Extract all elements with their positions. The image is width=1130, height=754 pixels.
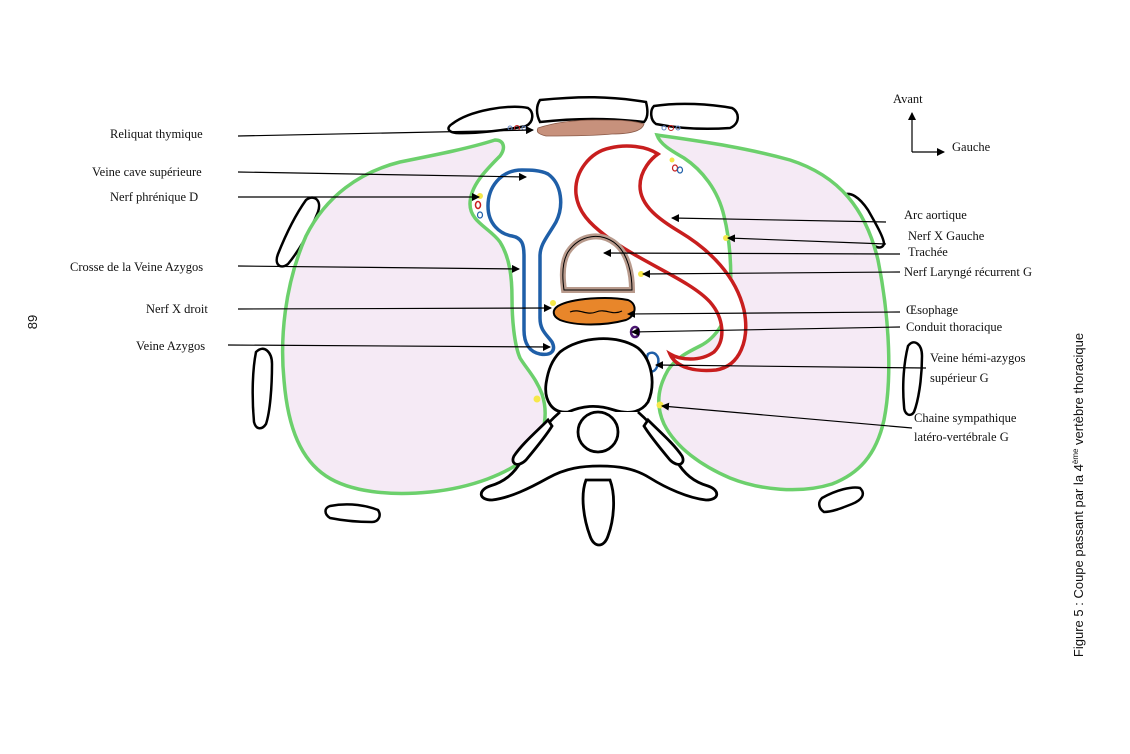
- figure-caption: Figure 5 : Coupe passant par la 4ème ver…: [1071, 333, 1086, 657]
- superior-vena-cava: [486, 168, 563, 357]
- esophagus: [552, 297, 636, 326]
- sternum: [535, 95, 649, 124]
- left-lung: [654, 132, 891, 492]
- vessel-icon: [661, 125, 667, 131]
- leader-lines-right: [603, 214, 927, 429]
- vessel-icon: [671, 164, 679, 172]
- label-conduit-thoracique: Conduit thoracique: [906, 320, 1003, 334]
- leader-hemi-azygos: [655, 361, 927, 370]
- spinous-process: [581, 478, 615, 547]
- leader-azygos-arch: [237, 264, 520, 273]
- vessel-icon: [476, 211, 484, 219]
- label-chaine-sympathique-line2: latéro-vertébrale G: [914, 430, 1009, 444]
- rib-right-upper: [275, 196, 321, 268]
- leader-vagus-right: [237, 304, 552, 313]
- labels-right: Arc aortique Nerf X Gauche Trachée Nerf …: [904, 208, 1032, 444]
- page-number: 89: [25, 315, 40, 329]
- leader-trachea: [603, 249, 901, 258]
- rib-right-lower: [324, 503, 381, 524]
- leader-thymus: [237, 126, 534, 137]
- leader-azygos: [227, 342, 551, 351]
- thymic-remnant: [536, 119, 645, 137]
- lungs: [280, 132, 891, 496]
- orientation-indicator: Avant Gauche: [893, 92, 991, 156]
- sympathetic-chain-right: [533, 395, 541, 403]
- label-arc-aortique: Arc aortique: [904, 208, 967, 222]
- label-nerf-x-droit: Nerf X droit: [146, 302, 208, 316]
- label-veine-azygos: Veine Azygos: [136, 339, 205, 353]
- caption-superscript: ème: [1071, 448, 1080, 464]
- caption-prefix: Figure 5 : Coupe passant par la 4: [1071, 464, 1086, 657]
- rib-anterior-left: [650, 102, 739, 131]
- vessel-icon: [474, 200, 482, 210]
- leader-thoracic-duct: [631, 326, 901, 336]
- label-trachee: Trachée: [908, 245, 948, 259]
- esophagus-lumen: [569, 310, 623, 314]
- vertebral-foramen: [576, 410, 620, 454]
- label-veine-cave-superieure: Veine cave supérieure: [92, 165, 202, 179]
- right-lung: [280, 138, 547, 496]
- rib-right-lateral: [251, 347, 274, 430]
- vessel-icon: [675, 125, 681, 131]
- leader-vena-cava: [237, 171, 527, 181]
- sympathetic-chain-left: [656, 401, 664, 409]
- vertebral-body: [544, 337, 654, 414]
- rib-head-right: [511, 417, 554, 466]
- phrenic-nerve-right: [477, 193, 483, 199]
- leader-esophagus: [627, 309, 901, 318]
- rib-left-lower: [818, 486, 864, 514]
- vessel-icon: [668, 125, 674, 131]
- vagus-nerve-right: [550, 300, 556, 306]
- label-veine-hemi-azygos-line1: Veine hémi-azygos: [930, 351, 1026, 365]
- front-label: Avant: [893, 92, 923, 106]
- leader-lines-left: [227, 126, 552, 351]
- caption-suffix: vertèbre thoracique: [1071, 333, 1086, 449]
- ribs-and-sternum: [251, 95, 924, 524]
- trachea-outline: [562, 236, 633, 291]
- leader-sympathetic: [661, 402, 913, 429]
- rib-head-left: [642, 417, 685, 466]
- vena-cava-and-azygos: [486, 168, 563, 357]
- label-veine-hemi-azygos-line2: supérieur G: [930, 371, 989, 385]
- label-nerf-laryngé-recurrent: Nerf Laryngé récurrent G: [904, 265, 1032, 279]
- phrenic-nerve-left: [669, 157, 675, 163]
- labels-left: Reliquat thymique Veine cave supérieure …: [70, 127, 208, 353]
- label-oesophage: Œsophage: [906, 303, 959, 317]
- pericardiophrenic-vessels-right: [474, 164, 684, 219]
- rib-left-lateral: [901, 341, 924, 417]
- label-reliquat-thymique: Reliquat thymique: [110, 127, 203, 141]
- label-crosse-veine-azygos: Crosse de la Veine Azygos: [70, 260, 203, 274]
- leader-aortic-arch: [671, 214, 887, 223]
- left-label: Gauche: [952, 140, 991, 154]
- leader-vagus-left: [727, 234, 887, 245]
- vessel-icon: [676, 166, 684, 174]
- label-chaine-sympathique-line1: Chaine sympathique: [914, 411, 1017, 425]
- label-nerf-x-gauche: Nerf X Gauche: [908, 229, 985, 243]
- label-nerf-phrenique-d: Nerf phrénique D: [110, 190, 198, 204]
- thoracic-vertebra: [479, 337, 719, 547]
- leader-recurrent: [642, 269, 901, 278]
